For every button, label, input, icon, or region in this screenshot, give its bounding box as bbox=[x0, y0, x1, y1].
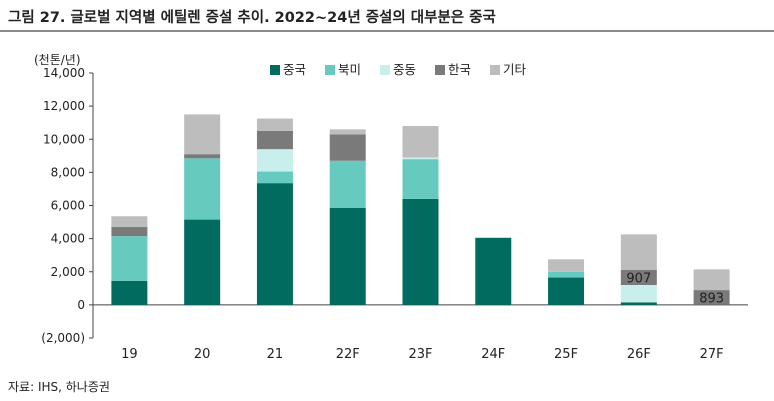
legend-label: 중국 bbox=[283, 62, 306, 77]
bar-segment-22F-한국 bbox=[329, 134, 366, 161]
bar-segment-20-기타 bbox=[184, 114, 221, 155]
x-tick-label: 27F bbox=[700, 347, 724, 362]
bar-segment-20-북미 bbox=[184, 158, 221, 220]
x-tick-label: 26F bbox=[627, 347, 651, 362]
bar-segment-20-한국 bbox=[184, 154, 221, 159]
bar-segment-27F-기타 bbox=[693, 269, 730, 291]
bar-segment-24F-중국 bbox=[475, 237, 512, 305]
bar-segment-22F-중국 bbox=[329, 207, 366, 305]
y-tick-label: 12,000 bbox=[43, 99, 85, 113]
bar-segment-21-기타 bbox=[256, 118, 293, 131]
bar-segment-26F-기타 bbox=[620, 234, 657, 270]
bar-segment-23F-기타 bbox=[402, 126, 439, 158]
bar-segment-21-중국 bbox=[256, 183, 293, 305]
bar-segment-27F-한국 bbox=[693, 290, 730, 305]
legend-label: 한국 bbox=[448, 62, 471, 77]
bar-segment-19-한국 bbox=[111, 227, 148, 237]
stacked-bar-chart: (천톤/년) (2,000) 0 2,000 4,000 6,000 8,000 10,000… bbox=[34, 52, 748, 362]
x-tick-label: 24F bbox=[481, 347, 505, 362]
bar-segment-19-중국 bbox=[111, 280, 148, 305]
figure-title: 그림 27. 글로벌 지역별 에틸렌 증설 추이. 2022~24년 증설의 대… bbox=[8, 10, 496, 26]
bar-segment-23F-중국 bbox=[402, 198, 439, 305]
legend-swatch-북미 bbox=[325, 65, 335, 75]
y-tick-label: 0 bbox=[77, 298, 85, 312]
legend-swatch-중동 bbox=[380, 65, 390, 75]
y-tick-label: 10,000 bbox=[43, 132, 85, 146]
y-tick-label: 14,000 bbox=[43, 66, 85, 80]
bar-segment-25F-북미 bbox=[548, 271, 585, 278]
bar-segment-19-북미 bbox=[111, 236, 148, 281]
bar-segment-22F-기타 bbox=[329, 129, 366, 135]
bar-segment-25F-기타 bbox=[548, 259, 585, 272]
x-tick-label: 19 bbox=[121, 347, 138, 362]
bar-segment-19-기타 bbox=[111, 216, 148, 228]
bar-segment-26F-한국 bbox=[620, 269, 657, 285]
bar-segment-23F-북미 bbox=[402, 159, 439, 199]
source-note: 자료: IHS, 하나증권 bbox=[8, 380, 110, 394]
y-tick-label: 6,000 bbox=[51, 199, 85, 213]
x-tick-label: 23F bbox=[408, 347, 432, 362]
y-tick-label: 4,000 bbox=[51, 232, 85, 246]
bar-segment-26F-중국 bbox=[620, 302, 657, 305]
legend-swatch-중국 bbox=[270, 65, 280, 75]
legend-label: 기타 bbox=[503, 62, 527, 77]
legend-label: 중동 bbox=[393, 62, 416, 77]
bars-layer bbox=[111, 114, 730, 305]
y-unit-label: (천톤/년) bbox=[34, 52, 81, 67]
bar-segment-26F-중동 bbox=[620, 285, 657, 303]
x-tick-label: 22F bbox=[336, 347, 360, 362]
bar-segment-21-한국 bbox=[256, 130, 293, 150]
bar-segment-20-중국 bbox=[184, 219, 221, 305]
bar-segment-25F-중국 bbox=[548, 277, 585, 305]
data-label: 893 bbox=[699, 291, 724, 306]
legend: 중국 북미 중동 한국 기타 bbox=[270, 62, 527, 77]
y-tick-label: 2,000 bbox=[51, 265, 85, 279]
y-tick-label: (2,000) bbox=[41, 331, 85, 345]
x-tick-label: 25F bbox=[554, 347, 578, 362]
x-tick-label: 20 bbox=[194, 347, 211, 362]
legend-swatch-기타 bbox=[490, 65, 500, 75]
x-tick-labels: 19 20 21 22F 23F 24F 25F 26F 27F bbox=[121, 347, 724, 362]
x-tick-label: 21 bbox=[267, 347, 284, 362]
bar-segment-23F-중동 bbox=[402, 157, 439, 160]
y-tick-label: 8,000 bbox=[51, 165, 85, 179]
data-labels-layer: 907 893 bbox=[626, 271, 724, 306]
data-label: 907 bbox=[626, 271, 651, 286]
bar-segment-21-중동 bbox=[256, 149, 293, 172]
legend-swatch-한국 bbox=[435, 65, 445, 75]
title-rule bbox=[0, 30, 774, 32]
bar-segment-22F-북미 bbox=[329, 160, 366, 208]
bar-segment-21-북미 bbox=[256, 171, 293, 184]
legend-label: 북미 bbox=[338, 62, 361, 77]
